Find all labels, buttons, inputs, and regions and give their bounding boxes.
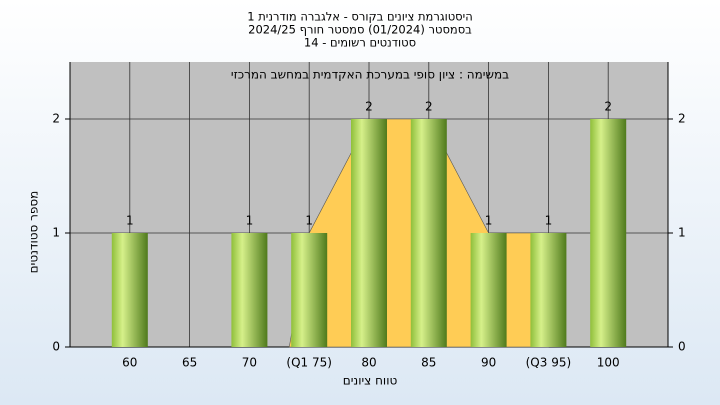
y-tick-label: 2	[678, 112, 686, 126]
y-tick-label: 0	[678, 340, 686, 354]
bar	[530, 233, 567, 347]
bar	[410, 119, 447, 347]
bar	[470, 233, 507, 347]
value-label: 1	[485, 214, 493, 228]
x-tick-label: (Q3 95)	[526, 356, 572, 370]
value-label: 2	[604, 100, 612, 114]
value-label: 1	[246, 214, 254, 228]
annotation: במשימה : ציון סופי במערכת האקדמית במחשב …	[231, 68, 509, 82]
x-tick-label: (Q1 75)	[286, 356, 332, 370]
x-tick-label: 70	[242, 356, 257, 370]
y-tick-label: 1	[52, 226, 60, 240]
value-label: 2	[425, 100, 433, 114]
value-label: 1	[126, 214, 134, 228]
y-axis-label: מספר סטודנטים	[27, 191, 41, 274]
bar	[231, 233, 268, 347]
x-tick-label: 65	[182, 356, 197, 370]
x-tick-label: 85	[421, 356, 436, 370]
chart-title: היסטוגרמת ציונים בקורס - אלגברה מודרנית …	[247, 10, 472, 24]
y-tick-label: 0	[52, 340, 60, 354]
bar	[351, 119, 387, 347]
bar	[111, 233, 148, 347]
x-tick-label: 100	[597, 356, 620, 370]
bar	[291, 233, 328, 347]
chart-subtitle: בסמסטר (01/2024) סמסטר חורף 2024/25	[248, 23, 472, 37]
value-label: 2	[365, 100, 373, 114]
value-label: 1	[305, 214, 313, 228]
chart-subtitle: סטודנטים רשומים - 14	[304, 36, 416, 50]
x-tick-label: 80	[361, 356, 376, 370]
bar	[590, 119, 627, 347]
value-label: 1	[545, 214, 553, 228]
x-axis-label: טווח ציונים	[343, 374, 398, 388]
y-tick-label: 1	[678, 226, 686, 240]
y-tick-label: 2	[52, 112, 60, 126]
x-tick-label: 60	[122, 356, 137, 370]
x-tick-label: 90	[481, 356, 496, 370]
